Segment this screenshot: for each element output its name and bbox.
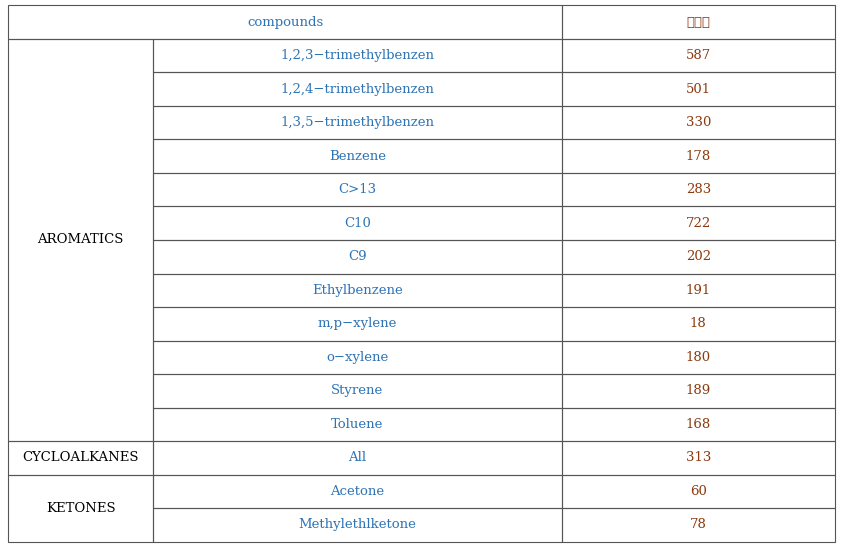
Bar — [562, 274, 835, 307]
Bar — [153, 408, 562, 441]
Text: 191: 191 — [685, 284, 711, 297]
Bar — [562, 206, 835, 240]
Text: o−xylene: o−xylene — [326, 351, 389, 364]
Bar — [562, 39, 835, 73]
Text: 178: 178 — [685, 150, 711, 163]
Bar — [153, 441, 562, 474]
Bar — [562, 408, 835, 441]
Text: 배출량: 배출량 — [686, 16, 711, 29]
Text: 1,2,3−trimethylbenzen: 1,2,3−trimethylbenzen — [281, 49, 434, 62]
Text: 180: 180 — [685, 351, 711, 364]
Text: C>13: C>13 — [338, 183, 377, 196]
Text: Ethylbenzene: Ethylbenzene — [312, 284, 403, 297]
Text: m,p−xylene: m,p−xylene — [318, 317, 397, 330]
Bar — [153, 474, 562, 508]
Bar — [562, 173, 835, 206]
Text: 1,2,4−trimethylbenzen: 1,2,4−trimethylbenzen — [281, 83, 434, 96]
Text: 501: 501 — [685, 83, 711, 96]
Text: 78: 78 — [690, 518, 706, 531]
Text: C10: C10 — [344, 217, 371, 230]
Bar — [562, 240, 835, 274]
Bar — [8, 39, 153, 441]
Bar — [562, 307, 835, 340]
Text: CYCLOALKANES: CYCLOALKANES — [23, 451, 139, 464]
Text: Acetone: Acetone — [330, 485, 384, 498]
Text: 202: 202 — [685, 250, 711, 263]
Bar — [153, 106, 562, 139]
Bar — [153, 240, 562, 274]
Bar — [153, 72, 562, 106]
Bar — [153, 374, 562, 408]
Text: 283: 283 — [685, 183, 711, 196]
Bar — [562, 508, 835, 542]
Text: Toluene: Toluene — [331, 418, 384, 431]
Text: 330: 330 — [685, 116, 711, 129]
Bar — [562, 340, 835, 374]
Bar — [562, 441, 835, 474]
Bar — [562, 139, 835, 173]
Bar — [8, 5, 562, 39]
Text: 189: 189 — [685, 384, 711, 397]
Text: AROMATICS: AROMATICS — [38, 234, 124, 247]
Bar — [153, 39, 562, 73]
Text: 168: 168 — [685, 418, 711, 431]
Bar — [562, 474, 835, 508]
Text: 722: 722 — [685, 217, 711, 230]
Text: 1,3,5−trimethylbenzen: 1,3,5−trimethylbenzen — [281, 116, 434, 129]
Bar — [562, 72, 835, 106]
Text: C9: C9 — [348, 250, 367, 263]
Text: All: All — [348, 451, 367, 464]
Bar — [153, 139, 562, 173]
Bar — [562, 374, 835, 408]
Bar — [153, 173, 562, 206]
Text: Styrene: Styrene — [331, 384, 384, 397]
Bar — [8, 474, 153, 542]
Text: 18: 18 — [690, 317, 706, 330]
Bar — [153, 274, 562, 307]
Text: 587: 587 — [685, 49, 711, 62]
Bar — [562, 106, 835, 139]
Bar — [153, 508, 562, 542]
Bar — [153, 206, 562, 240]
Bar — [153, 340, 562, 374]
Bar — [562, 5, 835, 39]
Text: Methylethlketone: Methylethlketone — [298, 518, 416, 531]
Text: 313: 313 — [685, 451, 711, 464]
Text: 60: 60 — [690, 485, 706, 498]
Bar — [8, 441, 153, 475]
Text: KETONES: KETONES — [46, 502, 115, 515]
Bar — [153, 307, 562, 340]
Text: compounds: compounds — [247, 16, 324, 29]
Text: Benzene: Benzene — [329, 150, 386, 163]
